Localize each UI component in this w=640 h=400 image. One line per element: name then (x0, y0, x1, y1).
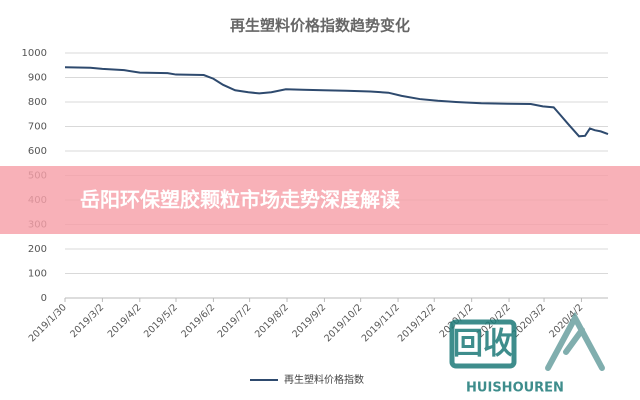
y-tick-label: 800 (28, 97, 47, 108)
y-tick-label: 200 (28, 244, 47, 255)
watermark: 回收 HUISHOUREN (449, 311, 605, 396)
y-tick-label: 900 (28, 73, 47, 84)
watermark-text: 回收 (453, 327, 513, 362)
legend-label: 再生塑料价格指数 (284, 373, 364, 386)
watermark-subtext: HUISHOUREN (466, 381, 564, 396)
banner-band (0, 166, 640, 234)
watermark-box (449, 319, 517, 369)
banner-text: 岳阳环保塑胶颗粒市场走势深度解读 (80, 188, 400, 212)
chart-title: 再生塑料价格指数趋势变化 (230, 17, 410, 35)
y-tick-label: 600 (28, 146, 47, 157)
y-tick-label: 0 (41, 293, 47, 304)
line-series (64, 66, 609, 138)
y-tick-label: 1000 (22, 48, 47, 59)
watermark-logo (545, 311, 605, 371)
y-tick-label: 700 (28, 122, 47, 133)
y-tick-label: 100 (28, 269, 47, 280)
